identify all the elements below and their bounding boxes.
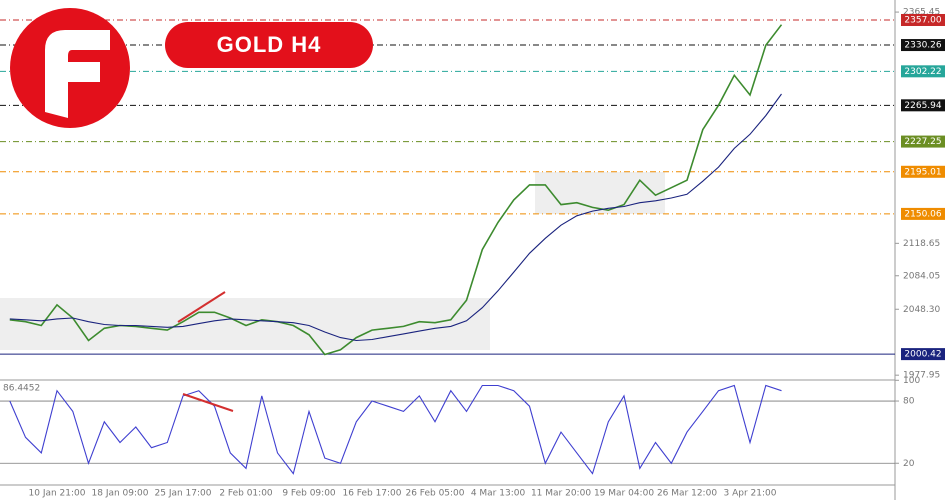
level-tag — [901, 99, 945, 112]
level-label: 2000.42 — [904, 350, 941, 360]
level-label: 2227.25 — [904, 137, 941, 147]
level-label: 2302.22 — [904, 67, 941, 77]
level-tag — [901, 39, 945, 52]
level-tag — [901, 207, 945, 220]
title-pill — [165, 22, 373, 68]
y-tick-label: 1977.95 — [903, 371, 940, 381]
plot: 2365.45 2118.65 2084.05 2048.30 1977.95 2357.… — [0, 8, 945, 499]
y-tick-label: 2118.65 — [903, 239, 940, 249]
range-box — [0, 298, 490, 350]
x-tick-label: 10 Jan 21:00 — [29, 489, 86, 499]
x-tick-label: 2 Feb 01:00 — [219, 489, 273, 499]
x-tick-label: 25 Jan 17:00 — [155, 489, 212, 499]
x-tick-label: 4 Mar 13:00 — [471, 489, 526, 499]
x-tick-label: 16 Feb 17:00 — [342, 489, 401, 499]
level-label: 2195.01 — [904, 167, 941, 177]
level-label: 2150.06 — [904, 209, 941, 219]
divergence-line — [177, 291, 226, 323]
logo-mark — [45, 30, 110, 118]
x-tick-label: 19 Mar 04:00 — [594, 489, 654, 499]
y-tick-label: 20 — [903, 459, 915, 469]
level-tag — [901, 165, 945, 178]
series-line — [9, 24, 783, 356]
x-tick-label: 26 Mar 12:00 — [657, 489, 717, 499]
x-tick-label: 3 Apr 21:00 — [724, 489, 777, 499]
x-tick-label: 9 Feb 09:00 — [282, 489, 336, 499]
level-label: 2265.94 — [904, 101, 941, 111]
y-tick-label: 2048.30 — [903, 305, 940, 315]
y-tick-label: 2365.45 — [903, 8, 940, 18]
level-tag — [901, 65, 945, 78]
x-tick-label: 11 Mar 20:00 — [531, 489, 591, 499]
level-tag — [901, 135, 945, 148]
level-label: 2330.26 — [904, 41, 941, 51]
chart-title: GOLD H4 — [217, 32, 322, 57]
level-tag — [901, 13, 945, 26]
series-line — [9, 384, 782, 475]
x-tick-label: 18 Jan 09:00 — [92, 489, 149, 499]
level-label: 2357.00 — [904, 15, 941, 25]
divergence-line — [182, 393, 234, 412]
indicator-value: 86.4452 — [3, 384, 40, 394]
range-box — [535, 172, 665, 214]
x-tick-label: 26 Feb 05:00 — [405, 489, 464, 499]
y-tick-label: 80 — [903, 397, 915, 407]
level-tag — [901, 348, 945, 361]
y-tick-label: 100 — [903, 376, 920, 386]
series-line — [9, 93, 782, 342]
y-tick-label: 2084.05 — [903, 271, 940, 281]
